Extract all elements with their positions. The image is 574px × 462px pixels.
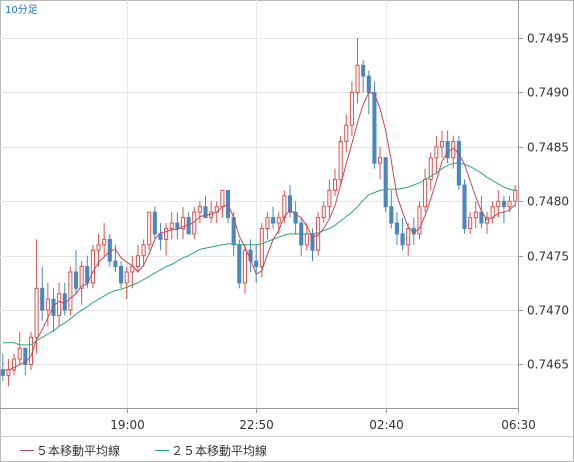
candle-body-up — [12, 358, 17, 371]
candle-body-up — [344, 124, 349, 142]
candle-body-up — [28, 336, 34, 365]
candle-body-up — [490, 206, 495, 219]
candle-body-up — [17, 347, 22, 360]
candle-body-up — [242, 249, 247, 284]
candle-body-down — [23, 347, 28, 365]
candle-body-up — [79, 266, 84, 289]
candle-body-down — [0, 369, 5, 376]
candle-body-up — [473, 211, 478, 219]
candle-body-up — [378, 157, 383, 164]
candle-body-down — [271, 217, 276, 224]
x-axis-ticks: 19:00 22:50 02:40 06:30 — [110, 408, 536, 432]
legend-label: ５本移動平均線 — [36, 443, 120, 458]
candle-body-down — [479, 211, 484, 224]
candle-body-up — [57, 293, 62, 317]
candle-body-up — [141, 244, 146, 257]
legend-label: ２５本移動平均線 — [171, 443, 267, 458]
candle-body-down — [119, 266, 124, 284]
candle-body-down — [152, 211, 157, 235]
candle-body-down — [287, 195, 293, 213]
candle-body-down — [51, 298, 56, 317]
candle-body-up — [34, 287, 39, 338]
candle-body-up — [355, 64, 360, 93]
candle-body-up — [68, 271, 73, 311]
candle-body-up — [321, 206, 326, 219]
y-tick-label: 0.7485 — [527, 141, 569, 155]
ma25-line — [2, 162, 516, 346]
y-tick-label: 0.7465 — [527, 358, 569, 372]
candle-body-up — [439, 140, 445, 148]
candle-body-up — [220, 189, 225, 208]
gridlines — [0, 0, 518, 408]
candle-body-down — [394, 222, 399, 235]
candle-body-up — [90, 249, 95, 284]
candle-body-down — [40, 287, 45, 311]
candle-body-down — [237, 244, 242, 284]
candle-body-down — [501, 200, 506, 208]
candle-body-up — [513, 189, 518, 202]
candle-body-down — [73, 271, 79, 289]
x-tick-label: 22:50 — [239, 418, 274, 432]
candle-body-up — [197, 206, 202, 213]
candle-body-up — [130, 266, 135, 273]
candle-body-up — [180, 217, 186, 229]
legend: ５本移動平均線 ２５本移動平均線 — [20, 443, 267, 458]
candle-body-up — [124, 271, 129, 284]
candle-body-down — [383, 157, 388, 208]
candle-body-up — [332, 179, 338, 191]
candle-body-down — [293, 211, 298, 224]
x-tick-label: 06:30 — [501, 418, 536, 432]
candle-body-up — [338, 140, 343, 181]
candle-body-down — [158, 233, 163, 240]
candle-body-up — [96, 244, 101, 251]
candle-body-up — [428, 157, 433, 181]
candle-body-up — [259, 227, 264, 268]
candle-body-up — [327, 189, 332, 208]
y-tick-label: 0.7480 — [527, 195, 569, 209]
timeframe-label: 10分足 — [5, 4, 38, 16]
candle-body-down — [389, 206, 394, 224]
candle-body-up — [406, 227, 411, 246]
candle-body-down — [445, 140, 450, 159]
candle-body-up — [102, 238, 107, 246]
y-tick-label: 0.7475 — [527, 250, 569, 264]
y-tick-label: 0.7490 — [527, 86, 569, 100]
candle-body-up — [276, 217, 281, 224]
candle-body-down — [372, 91, 377, 164]
candle-body-down — [462, 184, 467, 229]
candle-body-up — [468, 217, 473, 229]
candle-body-up — [6, 369, 11, 376]
candle-body-down — [203, 206, 208, 219]
candle-body-up — [417, 206, 422, 235]
candle-body-up — [45, 298, 50, 311]
candle-body-up — [164, 227, 169, 240]
y-axis-ticks: 0.7495 0.7490 0.7485 0.7480 0.7475 0.7470 0.74… — [527, 32, 569, 372]
x-tick-label: 19:00 — [110, 418, 145, 432]
candle-body-up — [423, 179, 428, 208]
candle-body-up — [135, 255, 140, 268]
candle-body-up — [304, 233, 309, 246]
candle-body-down — [400, 233, 405, 246]
candle-body-down — [175, 222, 180, 229]
candle-body-down — [361, 64, 366, 77]
candle-body-up — [496, 200, 501, 208]
candle-body-up — [169, 222, 174, 229]
candle-body-down — [366, 75, 371, 93]
candle-body-up — [434, 146, 439, 159]
candle-body-up — [349, 91, 354, 126]
candle-body-up — [265, 217, 270, 229]
candle-body-up — [147, 211, 152, 246]
y-tick-label: 0.7495 — [527, 32, 569, 46]
candle-body-down — [85, 266, 90, 284]
candle-body-down — [113, 260, 118, 268]
candle-body-up — [282, 195, 287, 219]
y-tick-label: 0.7470 — [527, 304, 569, 318]
candle-body-down — [254, 260, 259, 268]
x-tick-label: 02:40 — [369, 418, 404, 432]
candle-body-up — [507, 200, 512, 208]
ma5-line — [2, 91, 516, 371]
candle-body-down — [107, 238, 112, 262]
